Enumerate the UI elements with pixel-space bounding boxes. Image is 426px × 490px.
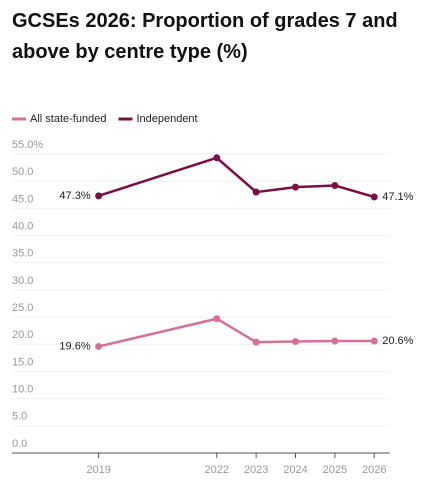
y-tick-label: 20.0 (12, 329, 33, 341)
y-tick-label: 40.0 (12, 220, 33, 232)
data-label: 19.6% (59, 340, 90, 352)
chart-title: GCSEs 2026: Proportion of grades 7 and a… (12, 10, 398, 63)
point (331, 337, 339, 345)
point (213, 154, 221, 162)
point (370, 337, 378, 345)
x-tick-label: 2026 (362, 464, 386, 476)
point (292, 338, 299, 346)
legend-label: Independent (136, 113, 197, 125)
y-tick-label: 5.0 (12, 411, 27, 423)
y-tick-label: 55.0% (12, 139, 43, 151)
y-tick-label: 50.0 (12, 166, 33, 178)
data-label: 47.3% (59, 190, 90, 202)
point (331, 182, 339, 190)
point (95, 342, 103, 350)
point (213, 315, 221, 323)
y-tick-label: 0.0 (12, 438, 27, 450)
legend-label: All state-funded (30, 113, 106, 125)
point (292, 183, 299, 191)
point (252, 338, 260, 346)
y-tick-label: 25.0 (12, 302, 33, 314)
point (252, 188, 260, 196)
data-label: 20.6% (382, 335, 413, 347)
series-line (98, 317, 375, 348)
y-tick-label: 45.0 (12, 193, 33, 205)
x-tick-label: 2019 (86, 464, 110, 476)
y-tick-label: 35.0 (12, 248, 33, 260)
x-tick-label: 2022 (205, 464, 229, 476)
point (370, 193, 378, 201)
series-line (98, 156, 375, 199)
x-tick-label: 2023 (244, 464, 268, 476)
x-tick-label: 2024 (283, 464, 307, 476)
point (95, 192, 103, 200)
y-tick-label: 15.0 (12, 356, 33, 368)
y-tick-label: 10.0 (12, 384, 33, 396)
data-label: 47.1% (382, 191, 413, 203)
x-tick-label: 2025 (323, 464, 347, 476)
y-tick-label: 30.0 (12, 275, 33, 287)
